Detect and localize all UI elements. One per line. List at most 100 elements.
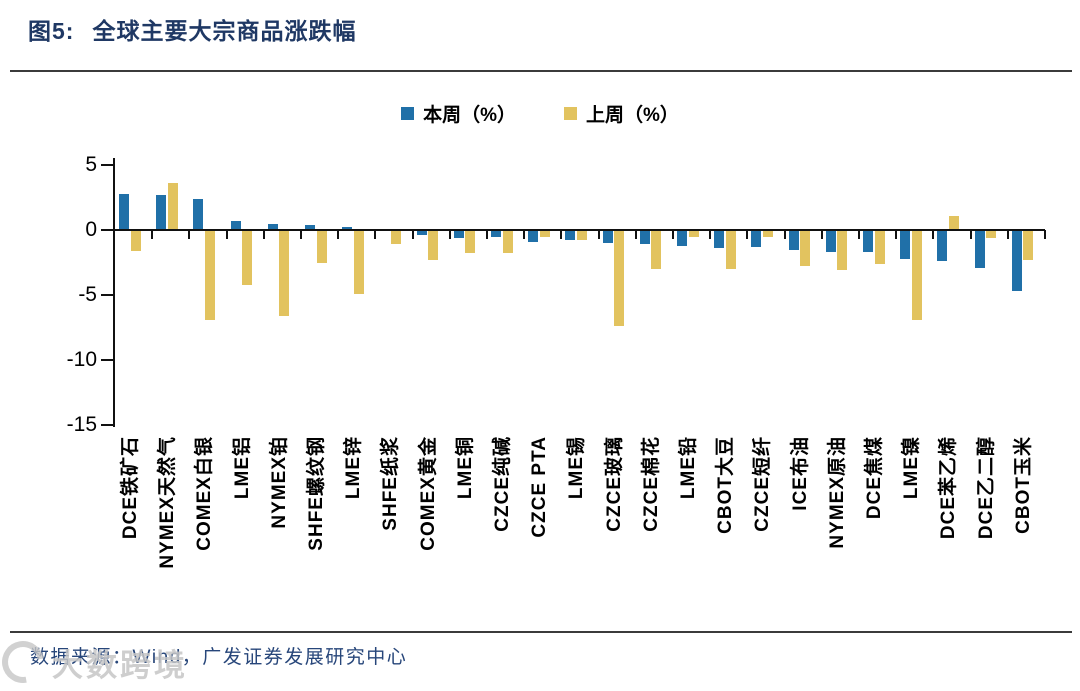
bar bbox=[242, 230, 253, 285]
legend-label: 本周（%） bbox=[423, 105, 516, 126]
bar bbox=[528, 230, 539, 242]
x-axis-label: LME铝 bbox=[231, 436, 253, 500]
data-source: 数据来源：Wind，广发证券发展研究中心 bbox=[30, 647, 408, 668]
x-axis-label: SHFE螺纹钢 bbox=[306, 436, 327, 551]
x-tick bbox=[300, 230, 302, 239]
x-tick bbox=[858, 230, 860, 239]
x-tick bbox=[262, 230, 265, 239]
x-tick bbox=[783, 230, 786, 239]
x-axis-label: CZCE纯碱 bbox=[492, 436, 513, 532]
x-axis-label: LME镍 bbox=[901, 436, 923, 500]
bar bbox=[974, 230, 985, 268]
x-tick bbox=[1044, 230, 1046, 239]
y-tick bbox=[101, 163, 113, 167]
x-axis-label: CBOT玉米 bbox=[1012, 436, 1034, 534]
y-tick bbox=[101, 423, 113, 427]
x-axis-label: DCE铁矿石 bbox=[120, 436, 141, 540]
x-axis-label: CZCE PTA bbox=[529, 436, 551, 538]
x-tick bbox=[225, 230, 228, 239]
bar bbox=[390, 230, 401, 245]
bar bbox=[130, 230, 141, 251]
x-tick bbox=[820, 230, 823, 239]
x-tick bbox=[672, 230, 674, 239]
x-axis-label: COMEX白银 bbox=[194, 436, 216, 551]
bar bbox=[316, 230, 327, 263]
x-tick bbox=[597, 230, 600, 239]
bar bbox=[874, 230, 885, 264]
x-tick bbox=[337, 230, 340, 239]
y-tick-label: 0 bbox=[85, 218, 97, 241]
x-tick bbox=[523, 230, 526, 239]
y-tick-label: 5 bbox=[85, 153, 97, 176]
x-axis-label: DCE苯乙烯 bbox=[938, 436, 960, 540]
bar bbox=[204, 230, 215, 320]
x-axis-label: LME锌 bbox=[343, 436, 365, 500]
x-tick bbox=[1006, 230, 1009, 239]
y-tick bbox=[101, 358, 113, 362]
top-divider bbox=[10, 70, 1072, 72]
bar bbox=[279, 230, 290, 316]
x-axis-label: NYMEX铂 bbox=[268, 436, 290, 529]
x-tick bbox=[374, 230, 377, 239]
bar bbox=[986, 230, 997, 238]
x-axis-label: CBOT大豆 bbox=[715, 436, 737, 534]
x-axis-line bbox=[112, 228, 1045, 232]
bar bbox=[1023, 230, 1034, 260]
bottom-divider bbox=[10, 631, 1072, 633]
x-tick bbox=[969, 230, 972, 239]
bar bbox=[465, 230, 476, 254]
bar bbox=[267, 223, 278, 230]
page-title: 全球主要大宗商品涨跌幅 bbox=[92, 18, 357, 44]
bar bbox=[937, 230, 948, 262]
bar bbox=[677, 230, 687, 246]
x-tick bbox=[448, 230, 451, 239]
bar bbox=[863, 230, 873, 253]
y-tick-label: -15 bbox=[66, 413, 97, 436]
bar bbox=[614, 230, 625, 327]
bar bbox=[167, 183, 178, 230]
x-tick bbox=[188, 230, 191, 239]
legend-item: 本周（%） bbox=[401, 100, 516, 127]
x-tick bbox=[932, 230, 935, 239]
x-tick bbox=[746, 230, 749, 239]
x-axis-label: CZCE短纤 bbox=[752, 436, 774, 532]
x-axis-label: LME锡 bbox=[566, 436, 588, 500]
bar bbox=[353, 230, 364, 294]
bar bbox=[230, 220, 241, 230]
legend-swatch-icon bbox=[564, 107, 577, 120]
bar bbox=[539, 230, 550, 237]
legend-label: 上周（%） bbox=[586, 105, 679, 126]
bar bbox=[416, 230, 427, 236]
bar bbox=[156, 194, 167, 230]
bar bbox=[1011, 230, 1022, 292]
x-axis-label: NYMEX原油 bbox=[826, 436, 848, 549]
y-tick-label: -10 bbox=[66, 348, 97, 371]
bar bbox=[193, 198, 204, 230]
x-axis-label: LME铅 bbox=[678, 436, 699, 500]
x-tick bbox=[895, 230, 898, 239]
bar bbox=[948, 215, 959, 230]
bar bbox=[900, 230, 911, 259]
bar bbox=[825, 230, 836, 253]
bar bbox=[651, 230, 662, 269]
bar bbox=[602, 230, 613, 243]
x-tick bbox=[634, 230, 637, 239]
bar bbox=[305, 224, 315, 230]
bar bbox=[788, 230, 799, 250]
x-axis-label: CZCE棉花 bbox=[640, 436, 662, 532]
bar bbox=[751, 230, 762, 247]
x-axis-label: COMEX黄金 bbox=[417, 436, 439, 551]
y-axis-line bbox=[112, 158, 115, 427]
bar bbox=[837, 230, 848, 271]
bar bbox=[800, 230, 811, 267]
chart-legend: 本周（%） 上周（%） bbox=[0, 100, 1080, 127]
figure-title: 图5: 全球主要大宗商品涨跌幅 bbox=[28, 12, 356, 46]
bar bbox=[491, 230, 501, 237]
bar bbox=[119, 193, 129, 230]
x-axis-label: SHFE纸浆 bbox=[380, 436, 402, 531]
bar bbox=[639, 230, 650, 245]
bar bbox=[762, 230, 773, 237]
bar bbox=[725, 230, 736, 269]
